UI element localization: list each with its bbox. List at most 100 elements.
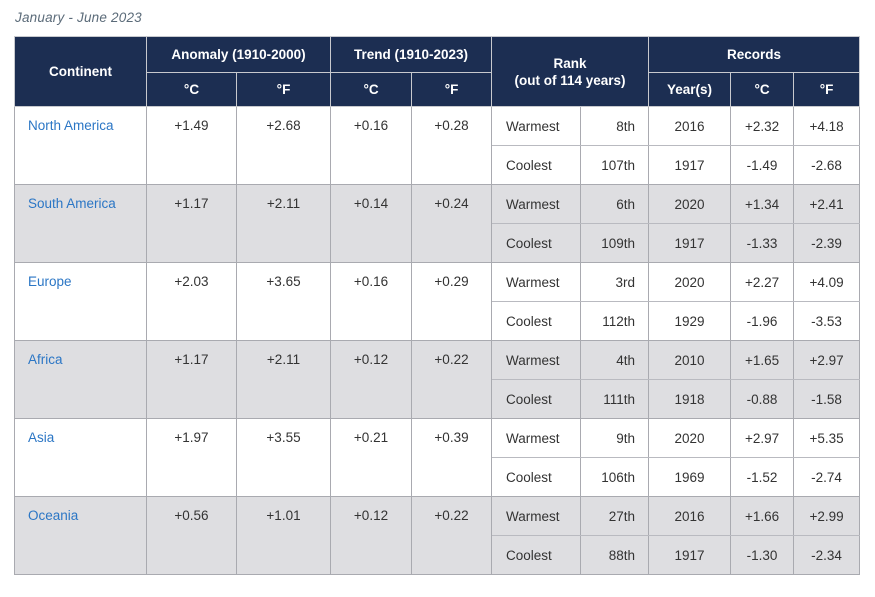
warmest-record-c-cell: +1.65 (730, 340, 795, 380)
warmest-record-f-cell: +2.41 (793, 184, 861, 224)
coolest-record-f-cell: -3.53 (793, 301, 861, 341)
col-header-rank: Rank (out of 114 years) (491, 36, 650, 107)
trend-f-cell: +0.24 (411, 184, 493, 263)
continent-cell: South America (14, 184, 147, 263)
coolest-rank-cell: 111th (580, 379, 650, 419)
coolest-rank-cell: 88th (580, 535, 650, 575)
warmest-record-f-cell: +2.97 (793, 340, 861, 380)
coolest-year-cell: 1917 (648, 535, 732, 575)
table-row: Coolest 88th 1917 -1.30 -2.34 (15, 535, 861, 575)
coolest-record-c-cell: -1.30 (730, 535, 795, 575)
continent-cell: Africa (14, 340, 147, 419)
continent-cell: North America (14, 106, 147, 185)
coolest-record-c-cell: -0.88 (730, 379, 795, 419)
warmest-label: Warmest (491, 106, 582, 146)
warmest-label: Warmest (491, 262, 582, 302)
warmest-year-cell: 2010 (648, 340, 732, 380)
coolest-label: Coolest (491, 301, 582, 341)
continent-link-africa[interactable]: Africa (28, 352, 63, 367)
warmest-record-f-cell: +4.09 (793, 262, 861, 302)
table-row: Asia +1.97 +3.55 +0.21 +0.39 Warmest 9th… (14, 418, 861, 497)
col-header-records: Records (648, 36, 861, 73)
table-row: Coolest 112th 1929 -1.96 -3.53 (15, 301, 861, 341)
anomaly-c-cell: +2.03 (146, 262, 237, 341)
table-row: Coolest 109th 1917 -1.33 -2.39 (15, 223, 861, 263)
coolest-rank-cell: 106th (580, 457, 650, 497)
warmest-year-cell: 2020 (648, 418, 732, 458)
coolest-rank-cell: 109th (580, 223, 650, 263)
col-header-trend-c: °C (330, 72, 413, 107)
warmest-rank-cell: 6th (580, 184, 650, 224)
trend-c-cell: +0.12 (330, 496, 413, 575)
warmest-record-c-cell: +2.27 (730, 262, 795, 302)
continent-link-north-america[interactable]: North America (28, 118, 114, 133)
coolest-record-c-cell: -1.52 (730, 457, 795, 497)
anomaly-f-cell: +2.11 (235, 340, 332, 419)
table-row: Oceania +0.56 +1.01 +0.12 +0.22 Warmest … (14, 496, 861, 575)
rank-header-line2: (out of 114 years) (514, 72, 626, 88)
col-header-anomaly-c: °C (146, 72, 237, 107)
coolest-year-cell: 1917 (648, 223, 732, 263)
anomaly-c-cell: +1.17 (146, 340, 237, 419)
rank-header-line1: Rank (553, 55, 587, 71)
trend-c-cell: +0.21 (330, 418, 413, 497)
trend-f-cell: +0.22 (411, 496, 493, 575)
coolest-record-c-cell: -1.49 (730, 145, 795, 185)
continent-link-europe[interactable]: Europe (28, 274, 72, 289)
warmest-rank-cell: 9th (580, 418, 650, 458)
table-row: Coolest 106th 1969 -1.52 -2.74 (15, 457, 861, 497)
table-row: Africa +1.17 +2.11 +0.12 +0.22 Warmest 4… (14, 340, 861, 419)
coolest-record-c-cell: -1.33 (730, 223, 795, 263)
col-header-anomaly-f: °F (235, 72, 332, 107)
anomaly-c-cell: +1.49 (146, 106, 237, 185)
trend-c-cell: +0.14 (330, 184, 413, 263)
trend-c-cell: +0.16 (330, 262, 413, 341)
warmest-label: Warmest (491, 496, 582, 536)
col-header-record-c: °C (730, 72, 795, 107)
trend-f-cell: +0.39 (411, 418, 493, 497)
continent-link-south-america[interactable]: South America (28, 196, 116, 211)
trend-c-cell: +0.12 (330, 340, 413, 419)
anomaly-f-cell: +2.11 (235, 184, 332, 263)
coolest-year-cell: 1917 (648, 145, 732, 185)
table-row: Coolest 107th 1917 -1.49 -2.68 (15, 145, 861, 185)
col-header-years: Year(s) (648, 72, 732, 107)
warmest-record-c-cell: +2.97 (730, 418, 795, 458)
warmest-record-f-cell: +4.18 (793, 106, 861, 146)
continent-cell: Europe (14, 262, 147, 341)
coolest-record-f-cell: -2.34 (793, 535, 861, 575)
table-row: South America +1.17 +2.11 +0.14 +0.24 Wa… (14, 184, 861, 263)
trend-c-cell: +0.16 (330, 106, 413, 185)
table-row: Coolest 111th 1918 -0.88 -1.58 (15, 379, 861, 419)
continent-link-oceania[interactable]: Oceania (28, 508, 79, 523)
trend-f-cell: +0.22 (411, 340, 493, 419)
warmest-year-cell: 2020 (648, 262, 732, 302)
col-header-anomaly: Anomaly (1910-2000) (145, 36, 332, 73)
coolest-rank-cell: 107th (580, 145, 650, 185)
warmest-label: Warmest (491, 418, 582, 458)
coolest-label: Coolest (491, 145, 582, 185)
warmest-rank-cell: 8th (580, 106, 650, 146)
warmest-record-f-cell: +5.35 (793, 418, 861, 458)
coolest-record-f-cell: -1.58 (793, 379, 861, 419)
coolest-year-cell: 1918 (648, 379, 732, 419)
warmest-record-c-cell: +1.66 (730, 496, 795, 536)
warmest-rank-cell: 3rd (580, 262, 650, 302)
warmest-record-c-cell: +1.34 (730, 184, 795, 224)
warmest-year-cell: 2020 (648, 184, 732, 224)
warmest-year-cell: 2016 (648, 496, 732, 536)
continent-link-asia[interactable]: Asia (28, 430, 55, 445)
anomaly-c-cell: +1.97 (146, 418, 237, 497)
anomaly-f-cell: +1.01 (235, 496, 332, 575)
col-header-trend-f: °F (411, 72, 493, 107)
trend-f-cell: +0.29 (411, 262, 493, 341)
anomaly-f-cell: +3.65 (235, 262, 332, 341)
coolest-label: Coolest (491, 223, 582, 263)
trend-f-cell: +0.28 (411, 106, 493, 185)
warmest-label: Warmest (491, 340, 582, 380)
table-row: Europe +2.03 +3.65 +0.16 +0.29 Warmest 3… (14, 262, 861, 341)
warmest-year-cell: 2016 (648, 106, 732, 146)
continent-cell: Oceania (14, 496, 147, 575)
coolest-year-cell: 1929 (648, 301, 732, 341)
